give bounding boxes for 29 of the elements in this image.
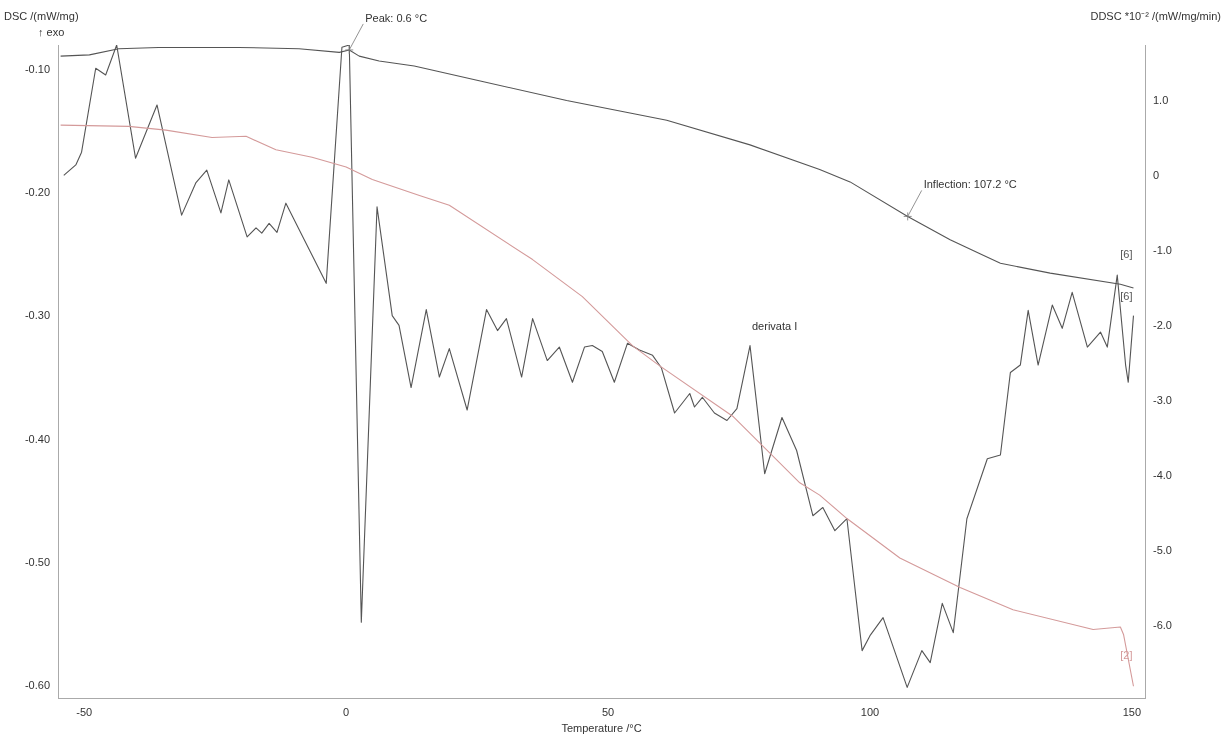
y2-tick-label: -1.0 <box>1153 244 1172 257</box>
annotation: Peak: 0.6 °C <box>365 11 428 24</box>
annotation: Inflection: 107.2 °C <box>923 178 1017 191</box>
y2-tick-label: -3.0 <box>1153 394 1172 407</box>
x-tick-label: 50 <box>601 706 615 719</box>
series-label: [6] <box>1120 289 1133 302</box>
y-tick-label: -0.30 <box>24 309 50 322</box>
y-tick-label: -0.40 <box>24 432 50 445</box>
y-tick-label: -0.60 <box>24 679 50 692</box>
series-label: [2] <box>1120 648 1133 661</box>
y2-tick-label: -6.0 <box>1153 618 1172 631</box>
x-tick-label: 0 <box>343 706 350 719</box>
x-tick-label: 150 <box>1122 706 1142 719</box>
y2-tick-label: 1.0 <box>1153 94 1169 107</box>
y-tick-label: -0.20 <box>24 186 50 199</box>
y-tick-label: -0.50 <box>24 555 50 568</box>
series-label: [6] <box>1120 247 1133 260</box>
x-tick-label: 100 <box>860 706 880 719</box>
annotation: derivata I <box>752 320 798 332</box>
y2-tick-label: -4.0 <box>1153 469 1172 482</box>
y2-axis-title: DDSC *10⁻² /(mW/mg/min) <box>1090 10 1221 22</box>
text: ↑ exo <box>38 26 65 38</box>
y-tick-label: -0.10 <box>24 62 50 75</box>
y2-tick-label: -5.0 <box>1153 543 1172 556</box>
y-axis-title: DSC /(mW/mg) <box>4 10 79 22</box>
y2-tick-label: -2.0 <box>1153 319 1172 332</box>
y2-tick-label: 0 <box>1153 169 1160 182</box>
x-tick-label: -50 <box>76 706 93 719</box>
x-axis-title: Temperature /°C <box>561 722 642 735</box>
